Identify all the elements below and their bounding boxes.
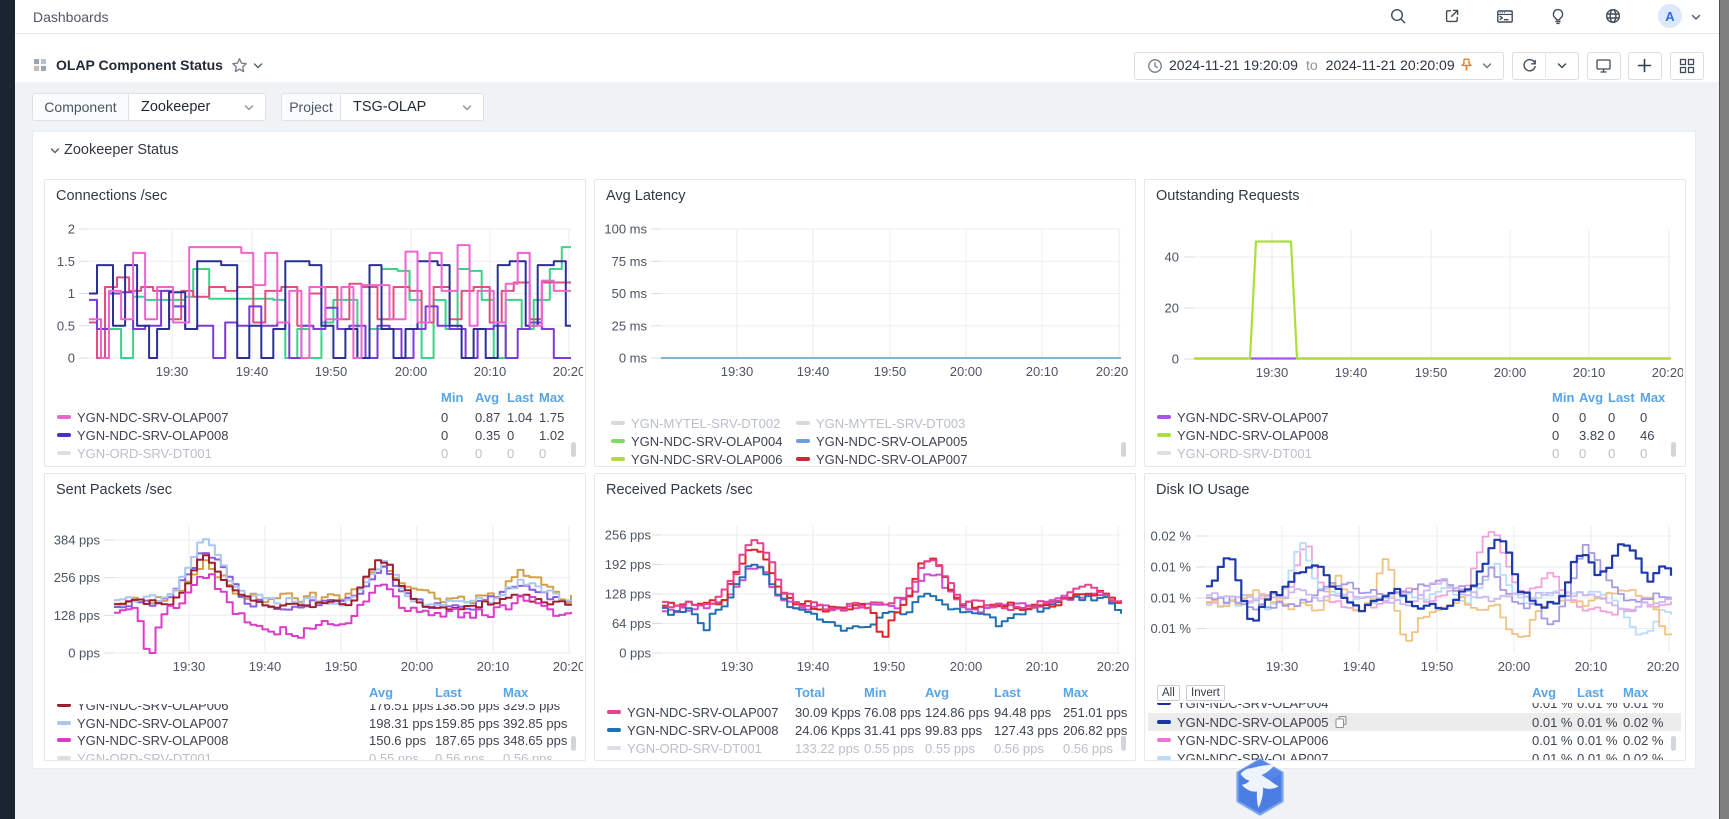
svg-text:20:20: 20:20: [1647, 659, 1680, 674]
svg-text:75 ms: 75 ms: [612, 254, 648, 269]
svg-text:19:30: 19:30: [1266, 659, 1299, 674]
svg-text:384 pps: 384 pps: [54, 533, 101, 548]
svg-text:256 pps: 256 pps: [605, 528, 652, 543]
svg-text:19:30: 19:30: [721, 364, 754, 379]
svg-text:20:10: 20:10: [1026, 364, 1059, 379]
svg-text:20:20: 20:20: [553, 364, 583, 379]
svg-text:192 pps: 192 pps: [605, 557, 652, 572]
svg-text:0.02 %: 0.02 %: [1151, 529, 1192, 544]
svg-text:20:10: 20:10: [1573, 365, 1606, 380]
svg-text:20:00: 20:00: [950, 364, 983, 379]
svg-text:19:30: 19:30: [173, 659, 206, 674]
svg-text:20: 20: [1165, 301, 1179, 316]
svg-text:100 ms: 100 ms: [604, 222, 647, 237]
svg-text:20:00: 20:00: [1494, 365, 1527, 380]
svg-text:20:10: 20:10: [474, 364, 507, 379]
svg-text:64 pps: 64 pps: [612, 616, 652, 631]
svg-text:0 ms: 0 ms: [619, 351, 648, 366]
svg-text:19:30: 19:30: [721, 659, 754, 674]
svg-text:1: 1: [68, 286, 75, 301]
svg-text:0 pps: 0 pps: [68, 646, 100, 661]
svg-text:20:00: 20:00: [950, 659, 983, 674]
svg-text:19:40: 19:40: [1343, 659, 1376, 674]
svg-text:40: 40: [1165, 250, 1179, 265]
svg-text:0.5: 0.5: [57, 318, 75, 333]
svg-text:20:00: 20:00: [395, 364, 428, 379]
svg-text:20:10: 20:10: [1575, 659, 1608, 674]
svg-text:128 pps: 128 pps: [605, 587, 652, 602]
svg-text:19:50: 19:50: [1415, 365, 1448, 380]
svg-text:19:40: 19:40: [797, 659, 830, 674]
svg-text:0: 0: [1172, 352, 1179, 367]
svg-text:19:50: 19:50: [874, 364, 907, 379]
svg-text:20:00: 20:00: [1498, 659, 1531, 674]
svg-text:20:20: 20:20: [553, 659, 583, 674]
svg-text:19:40: 19:40: [1335, 365, 1368, 380]
svg-text:20:20: 20:20: [1652, 365, 1683, 380]
svg-text:20:20: 20:20: [1097, 659, 1130, 674]
svg-text:0.01 %: 0.01 %: [1151, 560, 1192, 575]
svg-text:19:40: 19:40: [236, 364, 269, 379]
svg-text:256 pps: 256 pps: [54, 570, 101, 585]
svg-text:20:10: 20:10: [1026, 659, 1059, 674]
svg-text:0.01 %: 0.01 %: [1151, 591, 1192, 606]
svg-text:50 ms: 50 ms: [612, 286, 648, 301]
svg-text:1.5: 1.5: [57, 254, 75, 269]
svg-text:25 ms: 25 ms: [612, 318, 648, 333]
svg-text:19:50: 19:50: [873, 659, 906, 674]
svg-text:19:30: 19:30: [156, 364, 189, 379]
svg-text:0.01 %: 0.01 %: [1151, 621, 1192, 636]
svg-text:19:50: 19:50: [315, 364, 348, 379]
svg-text:0 pps: 0 pps: [619, 646, 651, 661]
svg-text:20:10: 20:10: [477, 659, 510, 674]
svg-text:19:30: 19:30: [1256, 365, 1289, 380]
svg-text:19:40: 19:40: [249, 659, 282, 674]
svg-text:20:20: 20:20: [1096, 364, 1129, 379]
svg-text:2: 2: [68, 222, 75, 237]
svg-text:19:50: 19:50: [1421, 659, 1454, 674]
svg-text:128 pps: 128 pps: [54, 608, 101, 623]
svg-text:20:00: 20:00: [401, 659, 434, 674]
svg-text:19:50: 19:50: [325, 659, 358, 674]
svg-text:19:40: 19:40: [797, 364, 830, 379]
svg-text:0: 0: [68, 351, 75, 366]
